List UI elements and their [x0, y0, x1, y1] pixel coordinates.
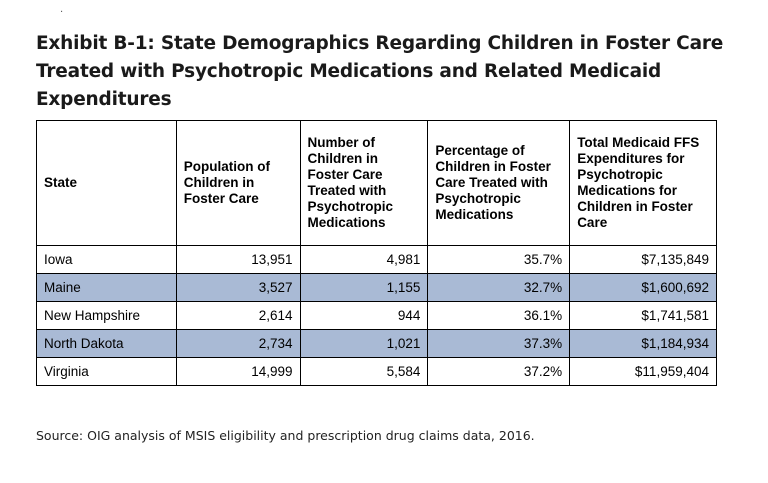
cell-percentage: 35.7% [427, 245, 571, 274]
cell-expenditures: $7,135,849 [569, 245, 717, 274]
cell-state: North Dakota [36, 329, 177, 358]
cell-treated: 5,584 [299, 357, 429, 386]
cell-expenditures: $1,184,934 [569, 329, 717, 358]
cell-treated: 4,981 [299, 245, 429, 274]
cell-population: 13,951 [175, 245, 301, 274]
cell-treated: 1,021 [299, 329, 429, 358]
table-row: Iowa 13,951 4,981 35.7% $7,135,849 [36, 245, 717, 274]
table-row: Maine 3,527 1,155 32.7% $1,600,692 [36, 273, 717, 302]
cell-treated: 944 [299, 301, 429, 330]
header-percentage: Percentage of Children in Foster Care Tr… [427, 120, 571, 246]
cell-expenditures: $11,959,404 [569, 357, 717, 386]
cell-expenditures: $1,600,692 [569, 273, 717, 302]
header-treated: Number of Children in Foster Care Treate… [299, 120, 429, 246]
table-row: North Dakota 2,734 1,021 37.3% $1,184,934 [36, 329, 717, 358]
cell-expenditures: $1,741,581 [569, 301, 717, 330]
cell-percentage: 37.2% [427, 357, 571, 386]
cell-population: 3,527 [175, 273, 301, 302]
cell-state: Maine [36, 273, 177, 302]
table-header-row: State Population of Children in Foster C… [36, 120, 717, 246]
cell-state: Virginia [36, 357, 177, 386]
demographics-table: State Population of Children in Foster C… [36, 120, 717, 386]
page-marker: . [60, 4, 64, 15]
cell-state: New Hampshire [36, 301, 177, 330]
cell-population: 2,614 [175, 301, 301, 330]
header-state: State [36, 120, 177, 246]
source-note: Source: OIG analysis of MSIS eligibility… [36, 428, 535, 443]
cell-treated: 1,155 [299, 273, 429, 302]
cell-percentage: 32.7% [427, 273, 571, 302]
exhibit-title: Exhibit B-1: State Demographics Regardin… [36, 33, 724, 110]
table-row: Virginia 14,999 5,584 37.2% $11,959,404 [36, 357, 717, 386]
header-expenditures: Total Medicaid FFS Expenditures for Psyc… [569, 120, 717, 246]
cell-state: Iowa [36, 245, 177, 274]
cell-population: 2,734 [175, 329, 301, 358]
cell-percentage: 36.1% [427, 301, 571, 330]
header-population: Population of Children in Foster Care [175, 120, 301, 246]
table-row: New Hampshire 2,614 944 36.1% $1,741,581 [36, 301, 717, 330]
cell-percentage: 37.3% [427, 329, 571, 358]
cell-population: 14,999 [175, 357, 301, 386]
